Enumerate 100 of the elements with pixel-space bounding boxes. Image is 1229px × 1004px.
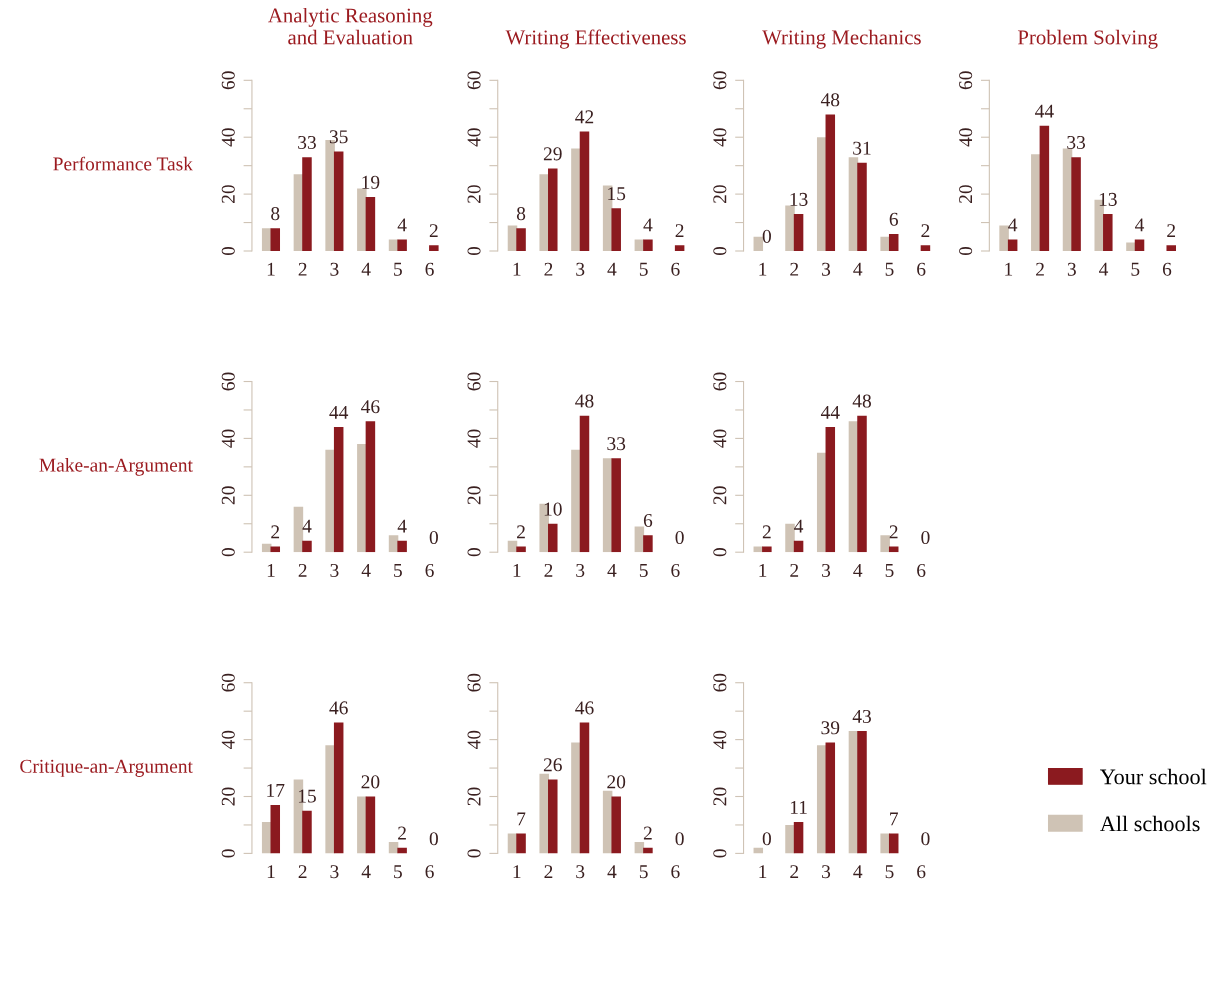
x-tick-label: 3 bbox=[576, 563, 585, 577]
y-axis-title: Critique-an-Argument bbox=[20, 759, 193, 777]
data-label: 10 bbox=[544, 502, 562, 516]
y-axis-title: Performance Task bbox=[53, 156, 193, 171]
bar bbox=[357, 188, 367, 251]
data-label: 7 bbox=[517, 812, 526, 826]
legend-label: Your school bbox=[1100, 768, 1207, 785]
x-tick-label: 2 bbox=[790, 865, 799, 878]
x-tick-label: 5 bbox=[639, 262, 648, 276]
y-tick-label: 20 bbox=[713, 185, 727, 203]
bar bbox=[516, 833, 526, 854]
data-label: 0 bbox=[921, 530, 930, 545]
data-label: 2 bbox=[271, 525, 280, 539]
bar bbox=[571, 148, 581, 251]
bar bbox=[429, 245, 439, 251]
y-tick-label: 60 bbox=[221, 71, 235, 90]
y-tick-label: 20 bbox=[467, 486, 481, 505]
bar bbox=[325, 745, 335, 854]
bar bbox=[816, 452, 827, 553]
bar bbox=[548, 523, 558, 553]
bar bbox=[302, 157, 312, 251]
data-label: 6 bbox=[889, 212, 898, 226]
y-tick-label: 20 bbox=[221, 185, 235, 203]
data-label: 42 bbox=[575, 110, 594, 124]
bar bbox=[999, 225, 1009, 251]
y-tick-label: 0 bbox=[467, 246, 481, 256]
data-label: 33 bbox=[1067, 135, 1086, 150]
bar bbox=[397, 540, 407, 553]
data-label: 44 bbox=[820, 405, 840, 419]
bar bbox=[857, 162, 867, 251]
y-tick-label: 20 bbox=[713, 787, 727, 806]
y-tick-label: 60 bbox=[467, 372, 481, 391]
x-tick-label: 5 bbox=[394, 865, 402, 879]
bar bbox=[920, 245, 931, 251]
y-tick-label: 0 bbox=[713, 548, 727, 557]
data-label: 43 bbox=[852, 709, 871, 723]
y-tick-label: 20 bbox=[959, 185, 973, 203]
y-tick-label: 60 bbox=[713, 71, 727, 90]
bar bbox=[516, 228, 526, 251]
x-tick-label: 6 bbox=[917, 563, 926, 577]
bar bbox=[793, 540, 804, 553]
x-tick-label: 2 bbox=[298, 563, 307, 577]
data-label: 39 bbox=[821, 721, 840, 735]
bar bbox=[1134, 239, 1145, 251]
bar bbox=[1071, 157, 1081, 251]
x-tick-label: 4 bbox=[607, 564, 617, 577]
x-tick-label: 3 bbox=[1067, 262, 1076, 276]
x-tick-label: 1 bbox=[759, 563, 767, 577]
bar bbox=[579, 722, 590, 854]
bar bbox=[548, 779, 558, 854]
x-tick-label: 5 bbox=[394, 262, 402, 276]
x-tick-label: 5 bbox=[639, 564, 648, 577]
data-label: 2 bbox=[762, 525, 771, 539]
x-tick-label: 1 bbox=[267, 563, 275, 577]
bar bbox=[302, 540, 312, 553]
x-tick-label: 1 bbox=[1005, 262, 1013, 276]
bar bbox=[643, 847, 653, 854]
x-tick-label: 6 bbox=[671, 262, 680, 276]
bar bbox=[270, 805, 281, 854]
data-label: 33 bbox=[607, 437, 626, 451]
x-tick-label: 1 bbox=[267, 865, 275, 878]
bar bbox=[674, 245, 685, 251]
bar bbox=[888, 833, 899, 854]
bar bbox=[333, 151, 344, 251]
y-tick-label: 0 bbox=[467, 548, 481, 557]
bar bbox=[270, 228, 281, 251]
y-tick-label: 0 bbox=[713, 246, 727, 256]
bar bbox=[516, 546, 526, 553]
bar bbox=[365, 796, 376, 854]
bar bbox=[1031, 154, 1041, 251]
x-tick-label: 6 bbox=[671, 563, 680, 577]
data-label: 2 bbox=[675, 224, 684, 237]
data-label: 4 bbox=[643, 218, 653, 232]
bar bbox=[643, 535, 653, 553]
y-tick-label: 40 bbox=[221, 128, 235, 147]
bar bbox=[1103, 214, 1113, 251]
x-tick-label: 5 bbox=[394, 564, 402, 577]
data-label: 48 bbox=[575, 394, 594, 408]
x-tick-label: 2 bbox=[1036, 262, 1044, 276]
x-tick-label: 4 bbox=[361, 564, 371, 577]
x-tick-label: 6 bbox=[917, 865, 926, 879]
data-label: 0 bbox=[921, 832, 930, 846]
bar bbox=[825, 427, 836, 553]
x-tick-label: 2 bbox=[544, 262, 553, 276]
x-tick-label: 2 bbox=[790, 563, 799, 577]
data-label: 4 bbox=[397, 218, 407, 232]
x-tick-label: 6 bbox=[917, 262, 926, 276]
data-label: 35 bbox=[329, 130, 348, 144]
data-label: 4 bbox=[397, 519, 407, 533]
bar bbox=[1126, 242, 1136, 251]
data-label: 2 bbox=[889, 525, 898, 539]
chart-title: Analytic Reasoning and Evaluation bbox=[268, 7, 433, 45]
data-label: 0 bbox=[429, 530, 438, 545]
bar bbox=[365, 421, 376, 553]
y-tick-label: 60 bbox=[713, 372, 727, 391]
bar bbox=[579, 131, 590, 251]
bar bbox=[579, 415, 590, 553]
bar bbox=[357, 444, 367, 553]
bar bbox=[880, 236, 890, 251]
bar bbox=[539, 174, 549, 251]
